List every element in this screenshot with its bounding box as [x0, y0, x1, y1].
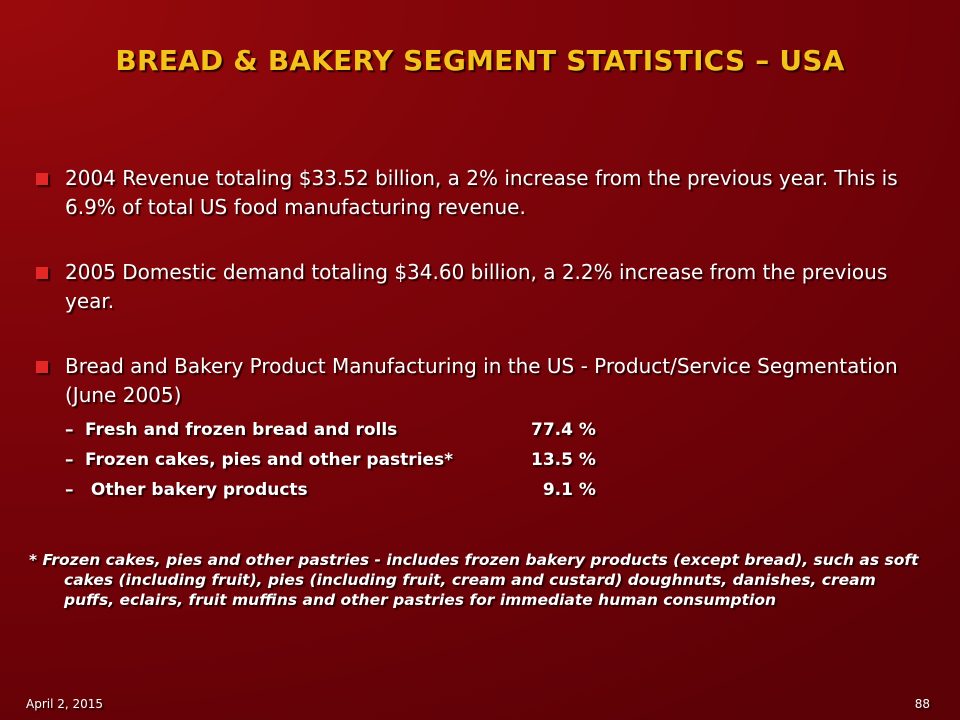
segment-label: Other bakery products — [85, 480, 308, 500]
segment-label: Frozen cakes, pies and other pastries* — [85, 450, 454, 470]
segment-row: – Fresh and frozen bread and rolls 77.4 … — [36, 415, 916, 445]
dash-marker: – — [65, 420, 74, 440]
bullet-text: 2005 Domestic demand totaling $34.60 bil… — [65, 260, 888, 313]
square-bullet-icon — [36, 361, 48, 373]
bullet-text: 2004 Revenue totaling $33.52 billion, a … — [65, 166, 898, 219]
slide-title: BREAD & BAKERY SEGMENT STATISTICS – USA — [115, 44, 845, 77]
segment-value: 13.5 % — [531, 450, 596, 470]
slide-date: April 2, 2015 — [26, 697, 104, 711]
bullet-text: Bread and Bakery Product Manufacturing i… — [65, 354, 898, 407]
bullet-list: 2004 Revenue totaling $33.52 billion, a … — [36, 164, 916, 505]
page-number: 88 — [914, 697, 930, 711]
bullet-item-revenue: 2004 Revenue totaling $33.52 billion, a … — [36, 164, 916, 222]
segmentation-list: – Fresh and frozen bread and rolls 77.4 … — [36, 415, 916, 505]
segment-value: 77.4 % — [531, 420, 596, 440]
dash-marker: – — [65, 480, 74, 500]
dash-marker: – — [65, 450, 74, 470]
footnote-text: * Frozen cakes, pies and other pastries … — [29, 551, 919, 609]
segment-row: – Frozen cakes, pies and other pastries*… — [36, 445, 916, 475]
bullet-item-demand: 2005 Domestic demand totaling $34.60 bil… — [36, 258, 916, 316]
segment-value: 9.1 % — [531, 480, 596, 500]
segment-label: Fresh and frozen bread and rolls — [85, 420, 398, 440]
square-bullet-icon — [36, 173, 48, 185]
bullet-item-segmentation: Bread and Bakery Product Manufacturing i… — [36, 352, 916, 505]
segment-row: – Other bakery products 9.1 % — [36, 475, 916, 505]
square-bullet-icon — [36, 267, 48, 279]
footnote: * Frozen cakes, pies and other pastries … — [29, 550, 929, 610]
